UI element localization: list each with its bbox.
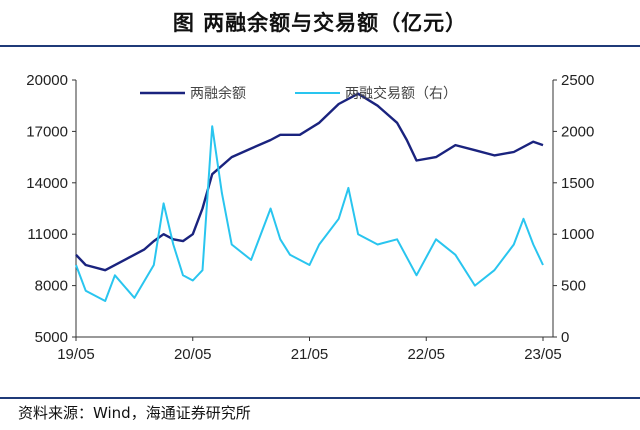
legend: 两融余额 两融交易额（右） (140, 85, 457, 102)
axes: 2000017000140001100080005000250020001500… (26, 72, 594, 363)
title-rule (0, 45, 640, 47)
dual-axis-line-chart: 2000017000140001100080005000250020001500… (26, 72, 594, 363)
series-line-1 (75, 92, 544, 272)
x-tick-label: 20/05 (174, 346, 212, 363)
left-tick-label: 17000 (26, 123, 68, 140)
x-tick-label: 23/05 (524, 346, 562, 363)
source-note: 资料来源：Wind，海通证券研究所 (18, 404, 251, 422)
x-tick-label: 22/05 (407, 346, 445, 363)
left-tick-label: 8000 (35, 278, 68, 295)
legend-label-1: 两融余额 (190, 85, 246, 102)
left-tick-label: 11000 (27, 226, 68, 243)
source-rule (0, 397, 640, 399)
left-tick-label: 14000 (26, 175, 68, 192)
x-tick-label: 21/05 (291, 346, 329, 363)
series-layer (75, 92, 544, 302)
right-tick-label: 1500 (561, 175, 594, 192)
right-tick-label: 500 (561, 278, 586, 295)
right-tick-label: 0 (561, 329, 569, 346)
right-tick-label: 2500 (561, 72, 594, 89)
chart-title: 图 两融余额与交易额（亿元） (172, 10, 468, 35)
right-tick-label: 2000 (561, 123, 594, 140)
series-line-2 (75, 125, 544, 302)
x-tick-label: 19/05 (57, 346, 95, 363)
left-tick-label: 5000 (35, 329, 68, 346)
legend-label-2: 两融交易额（右） (345, 85, 457, 102)
right-tick-label: 1000 (561, 226, 594, 243)
left-tick-label: 20000 (26, 72, 68, 89)
